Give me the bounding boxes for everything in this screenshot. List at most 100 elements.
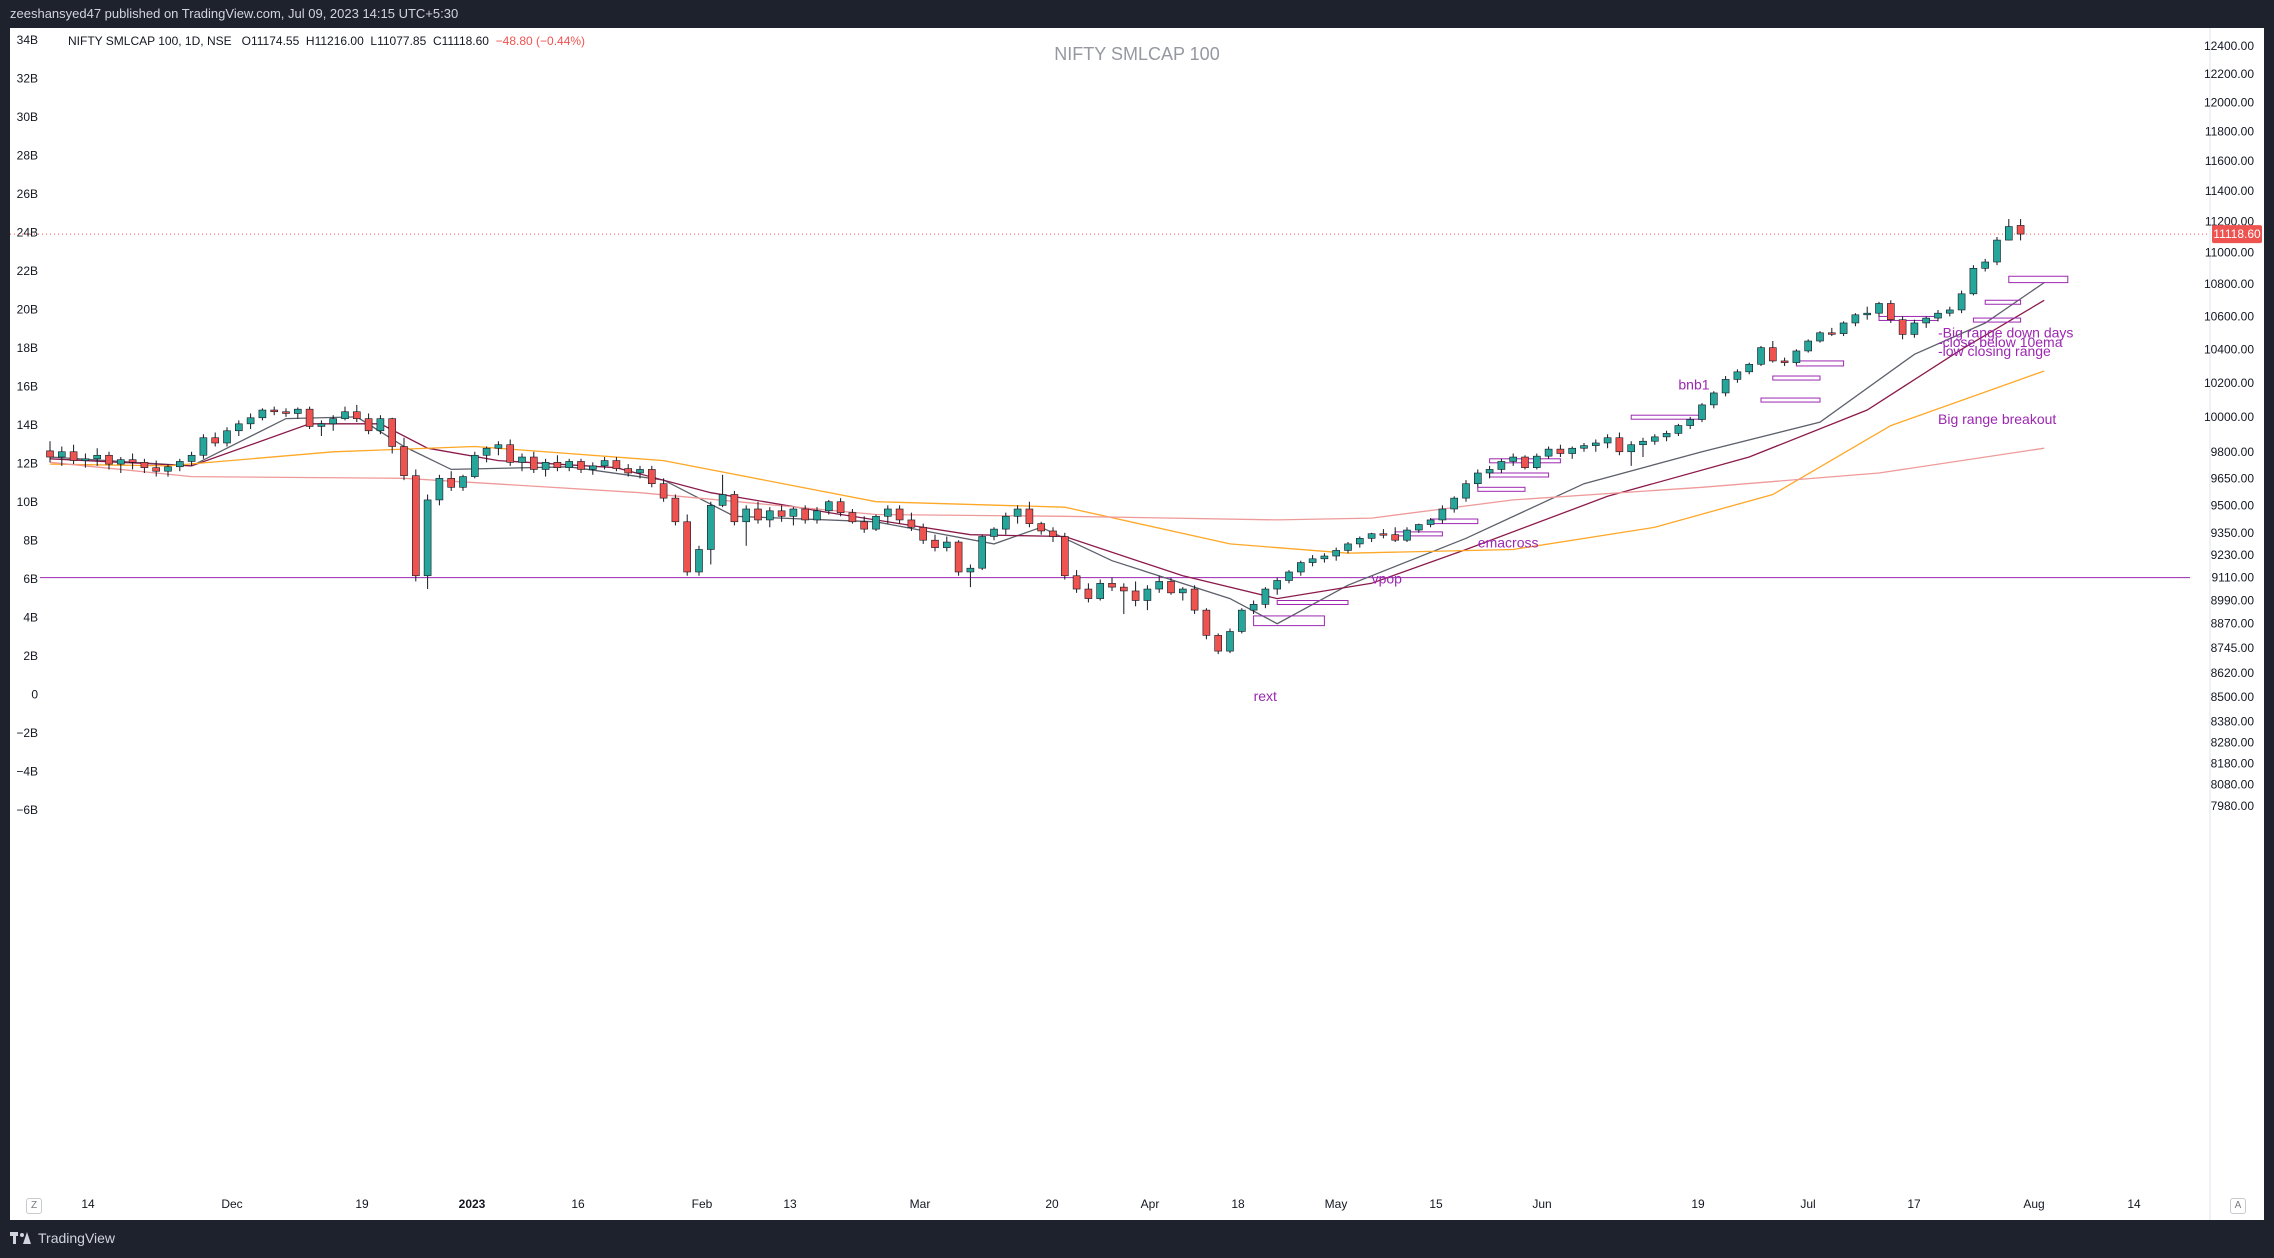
candle-body: [69, 451, 78, 461]
candle-body: [1249, 604, 1258, 611]
candle-body: [1391, 534, 1399, 541]
chart-annotation: rext: [1254, 688, 1277, 704]
candle-body: [659, 483, 668, 499]
annotation-box: [1772, 375, 1821, 381]
candle-body: [1403, 529, 1411, 541]
candle-body: [954, 541, 963, 573]
candle-body: [1025, 508, 1034, 524]
moving-average-line: [49, 370, 2045, 554]
candle-body: [1261, 588, 1270, 605]
price-tick-label: 9350.00: [2211, 526, 2255, 540]
volume-tick-label: 6B: [23, 572, 38, 586]
volume-tick-label: 32B: [17, 72, 38, 86]
candle-body: [270, 409, 279, 413]
candle-body: [1190, 588, 1199, 611]
price-tick-label: 10800.00: [2204, 277, 2254, 291]
candle-body: [1981, 261, 1989, 269]
candle-body: [1721, 379, 1730, 394]
brand-label: TradingView: [38, 1230, 116, 1246]
candle-body: [1001, 515, 1010, 530]
price-tick-label: 12000.00: [2204, 96, 2254, 110]
symbol-name: NIFTY SMLCAP 100, 1D, NSE: [68, 34, 232, 48]
volume-tick-label: 14B: [17, 418, 38, 432]
candle-body: [459, 476, 467, 488]
candle-body: [1238, 609, 1246, 632]
candle-body: [647, 469, 656, 485]
annotation-box: [1477, 486, 1526, 492]
candle-body: [1898, 319, 1907, 335]
candle-body: [2016, 225, 2025, 235]
candle-body: [695, 549, 703, 573]
volume-tick-label: 10B: [17, 495, 38, 509]
candle-body: [1804, 340, 1812, 352]
candle-body: [978, 536, 987, 569]
candle-body: [235, 423, 243, 432]
candle-body: [1320, 555, 1329, 560]
annotation-box: [1276, 600, 1349, 606]
candle-body: [565, 461, 574, 468]
plot-area: [10, 28, 2210, 1188]
price-tick-label: 8080.00: [2211, 778, 2255, 792]
candle-body: [1698, 404, 1706, 420]
candle-body: [730, 494, 739, 523]
candle-body: [1603, 437, 1612, 444]
zoom-button[interactable]: Z: [26, 1198, 42, 1214]
price-tick-label: 9230.00: [2211, 548, 2255, 562]
candle-body: [1143, 588, 1152, 601]
time-tick-label: 19: [1691, 1197, 1705, 1211]
price-tick-label: 9650.00: [2211, 471, 2255, 485]
price-tick-label: 8500.00: [2211, 690, 2255, 704]
candle-body: [1072, 575, 1081, 590]
time-tick-label: 14: [2127, 1197, 2141, 1211]
annotation-box: [1760, 397, 1821, 403]
candle-body: [1485, 469, 1494, 474]
candle-body: [152, 467, 160, 472]
candle-body: [246, 417, 255, 425]
price-tick-label: 11800.00: [2205, 125, 2254, 139]
candle-body: [447, 478, 456, 488]
candle-body: [1863, 312, 1871, 316]
last-price-tag: [2212, 225, 2262, 244]
volume-tick-label: 34B: [17, 33, 38, 47]
candle-body: [1521, 456, 1529, 468]
time-tick-label: 15: [1429, 1197, 1443, 1211]
candle-body: [1615, 437, 1624, 453]
volume-tick-label: 20B: [17, 303, 38, 317]
candle-body: [529, 456, 538, 470]
candle-body: [317, 423, 326, 427]
open-value: O11174.55: [241, 34, 300, 48]
candle-body: [1556, 448, 1565, 454]
tradingview-logo[interactable]: TradingView: [10, 1230, 115, 1246]
time-tick-label: Jun: [1532, 1197, 1551, 1211]
chart-pane[interactable]: 34B 32B 30B 28B 26B 24B 22B 20B 18B 16B 14B 12B 10B 8…: [10, 28, 2264, 1220]
candle-body: [258, 409, 267, 419]
candle-body: [81, 458, 90, 461]
candle-body: [376, 418, 385, 432]
candle-body: [883, 508, 892, 517]
price-tick-label: 11200.00: [2205, 215, 2254, 229]
candle-body: [1851, 314, 1860, 324]
candle-body: [1710, 392, 1718, 406]
candle-body: [388, 418, 397, 447]
candle-body: [1509, 456, 1517, 462]
auto-scale-button[interactable]: A: [2230, 1198, 2246, 1214]
price-tick-label: 11000.00: [2205, 246, 2254, 260]
last-price-label: 11118.60: [2213, 227, 2261, 241]
candle-body: [1946, 309, 1954, 314]
volume-tick-label: 2B: [23, 649, 38, 663]
candle-body: [470, 454, 479, 477]
candle-body: [305, 408, 314, 427]
price-tick-label: 11400.00: [2205, 184, 2254, 198]
volume-tick-label: 26B: [17, 187, 38, 201]
annotation-box: [1984, 299, 2022, 305]
candle-body: [199, 437, 208, 456]
price-tick-label: 10600.00: [2204, 309, 2254, 323]
volume-tick-label: 22B: [17, 264, 38, 278]
candle-body: [1580, 445, 1588, 449]
candle-body: [1592, 442, 1600, 446]
volume-tick-label: −2B: [16, 726, 38, 740]
candle-body: [518, 456, 526, 463]
candlestick-chart[interactable]: 34B 32B 30B 28B 26B 24B 22B 20B 18B 16B 14B 12B 10B 8…: [10, 28, 2264, 1220]
candle-body: [813, 510, 821, 521]
moving-average-line: [49, 447, 2045, 521]
